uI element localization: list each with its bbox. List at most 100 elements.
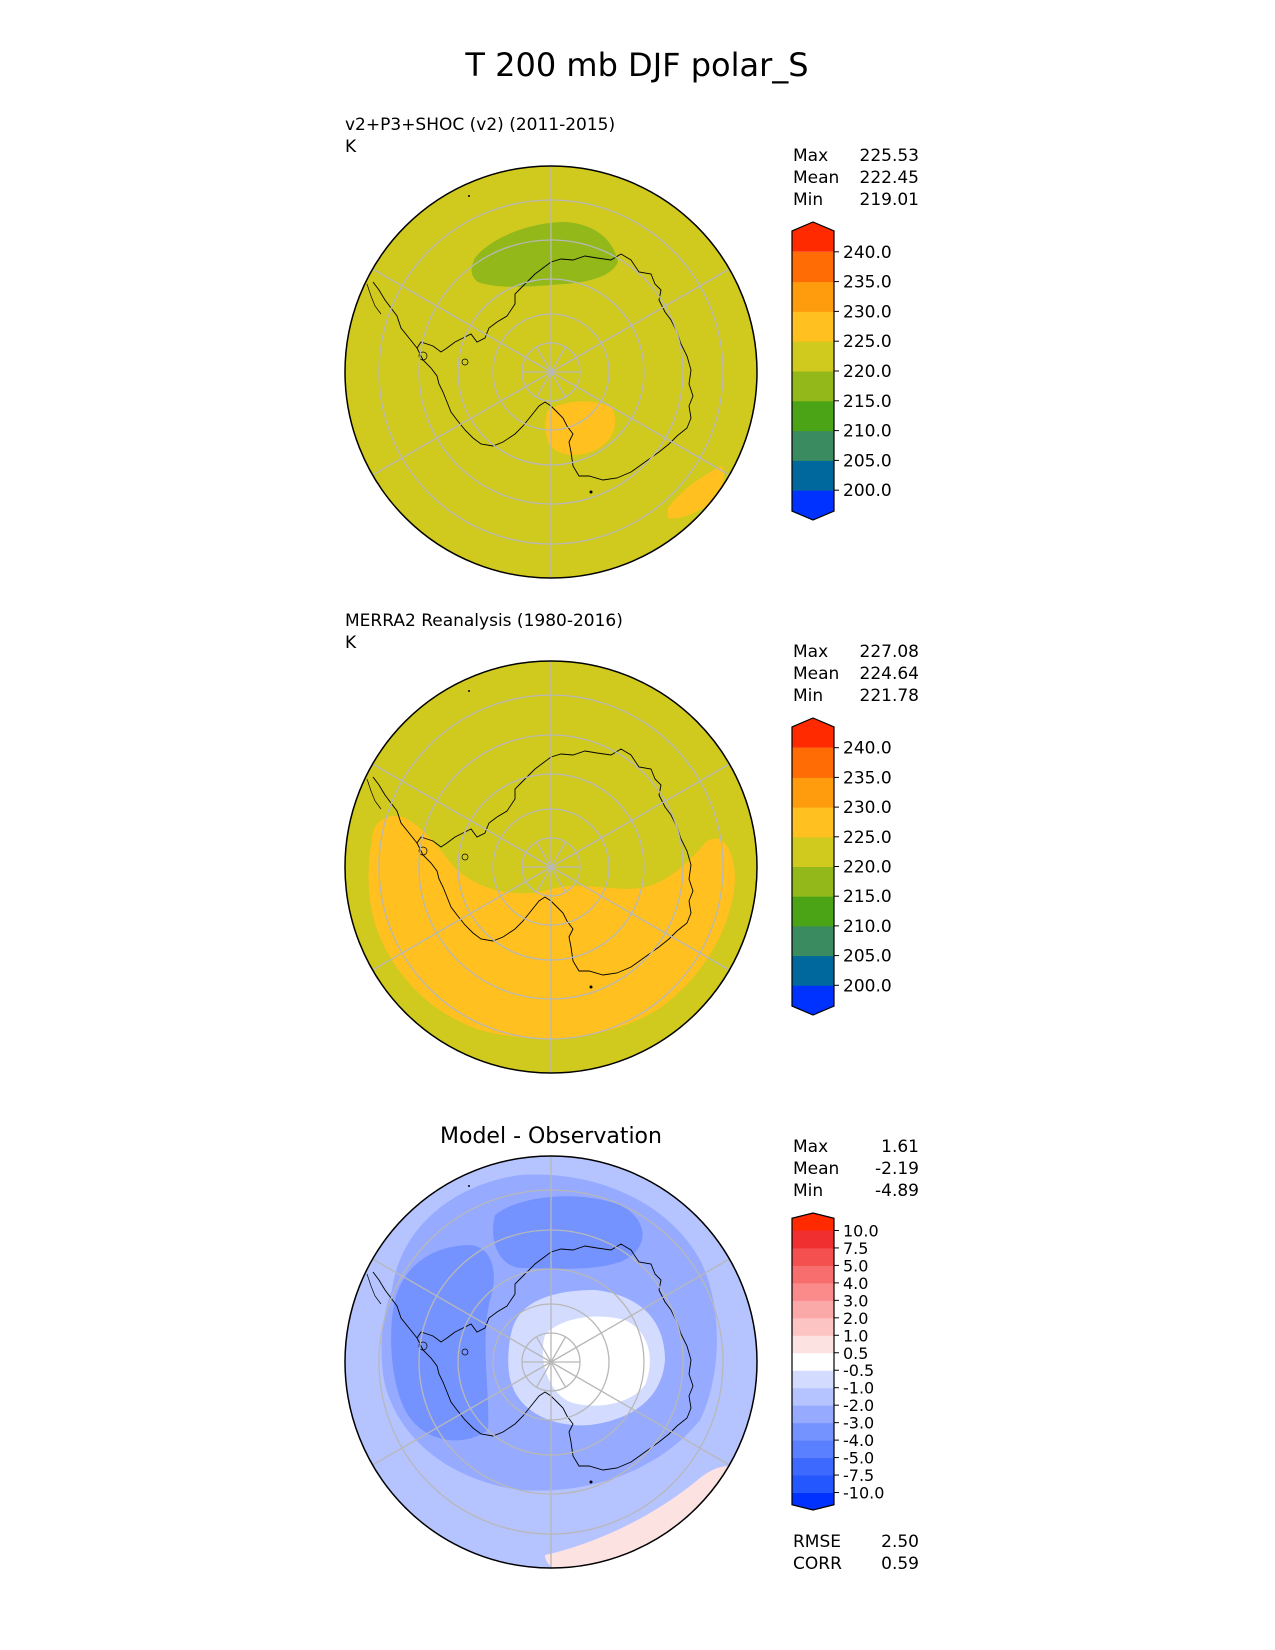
colorbar-swatch [792,1300,834,1319]
panel-model-colorbar: 240.0 235.0 230.0 225.0 220.0 215.0 210.0 205.0… [791,221,892,521]
colorbar-swatch [792,1352,834,1371]
colorbar-swatch [792,400,834,432]
meridian-line [368,1375,527,1468]
model-region-cold-weddell [471,222,618,287]
colorbar-swatch [792,896,834,927]
diff-region-near-zero [542,1316,650,1406]
meridian-line [575,1375,734,1468]
meridian-line [550,356,577,373]
stat-min-value: -4.89 [875,1181,919,1201]
colorbar-tick-label: 200.0 [843,481,892,501]
meridian-line [525,356,552,373]
stat-min-value: 221.78 [860,686,919,706]
colorbar-swatch [792,955,834,986]
colorbar-tick-label: 225.0 [843,332,892,352]
stat-max-value: 225.53 [860,146,919,166]
colorbar-swatch [792,371,834,402]
colorbar-swatch [792,747,834,778]
meridian-line [550,1346,577,1363]
panel-model-title: v2+P3+SHOC (v2) (2011-2015) [345,115,615,135]
meridian-line [550,866,567,893]
panel-obs: MERRA2 Reanalysis (1980-2016) K Max Mean… [344,611,919,1074]
meridian-line [550,851,577,868]
diff-region-m3-north [492,1196,643,1269]
colorbar-tick-label: 235.0 [843,273,892,293]
colorbar-swatch [792,1213,834,1231]
meridian-line [535,841,552,868]
meridian-line [525,371,552,388]
colorbar-swatch [792,1335,834,1354]
colorbar-tick-label: 215.0 [843,887,892,907]
colorbar-swatch [792,925,834,957]
colorbar-swatch [792,985,834,1015]
colorbar-outline [791,221,835,521]
colorbar-swatch [792,341,834,372]
meridian-line [368,1256,527,1349]
diff-region-m3-weddell [391,1245,494,1441]
colorbar-swatch [792,281,834,312]
stat-mean-value: -2.19 [875,1159,919,1179]
meridian-line [550,841,567,868]
panel-diff-title: Model - Observation [440,1124,662,1149]
colorbar-swatch [792,1317,834,1336]
colorbar-outline [791,1212,835,1511]
colorbar-swatch [792,1440,834,1459]
panel-diff-colorbar: 10.07.55.04.03.02.01.00.5-0.5-1.0-2.0-3.… [791,1212,884,1511]
colorbar-swatch [792,807,834,838]
colorbar-swatch [792,1422,834,1441]
panel-model-map-frame [344,165,758,579]
colorbar-tick-label: 4.0 [843,1274,868,1293]
colorbar-tick-label: 235.0 [843,768,892,788]
meridian-line [550,346,567,373]
colorbar-swatch [792,1265,834,1284]
meridian-line [535,1336,552,1363]
obs-region-warm-band [368,816,735,1039]
colorbar-swatch [792,1457,834,1476]
meridian-line [550,1336,567,1363]
colorbar-swatch [792,460,834,491]
colorbar-tick-label: 220.0 [843,858,892,878]
panel-obs-title: MERRA2 Reanalysis (1980-2016) [345,611,623,631]
panel-obs-colorbar: 240.0 235.0 230.0 225.0 220.0 215.0 210.0 205.0… [791,717,892,1016]
colorbar-tick-label: 200.0 [843,976,892,996]
stat-max-value: 227.08 [860,642,919,662]
colorbar-tick-label: 225.0 [843,828,892,848]
rmse-value: 2.50 [881,1532,919,1552]
meridian-line [550,1361,567,1388]
colorbar-tick-label: 220.0 [843,362,892,382]
meridian-line [525,866,552,883]
meridian-line [368,266,527,359]
colorbar-tick-label: 10.0 [843,1221,879,1240]
stat-min-label: Min [793,1181,823,1201]
corr-label: CORR [793,1554,842,1574]
panel-obs-units: K [345,633,357,653]
colorbar-swatch [792,1282,834,1301]
stat-mean-label: Mean [793,664,839,684]
meridian-line [575,1256,734,1349]
meridian-line [550,371,577,388]
meridian-line [525,851,552,868]
colorbar-swatch [792,311,834,342]
meridian-line [575,761,734,854]
colorbar-tick-label: 5.0 [843,1256,868,1275]
stat-min-label: Min [793,190,823,210]
colorbar-tick-label: -2.0 [843,1396,874,1415]
meridian-line [535,1361,552,1388]
colorbar-tick-label: 1.0 [843,1326,868,1345]
meridian-line [535,346,552,373]
colorbar-swatch [792,430,834,461]
meridian-line [550,866,577,883]
colorbar-tick-label: 210.0 [843,422,892,442]
colorbar-tick-label: 230.0 [843,798,892,818]
meridian-line [575,880,734,973]
diff-region-positive-edge [545,1466,740,1568]
colorbar-swatch [792,490,834,520]
meridian-line [368,761,527,854]
rmse-label: RMSE [793,1532,841,1552]
stat-mean-value: 222.45 [860,168,919,188]
colorbar-tick-label: -5.0 [843,1449,874,1468]
colorbar-tick-label: -7.5 [843,1466,874,1485]
colorbar-swatch [792,1370,834,1389]
panel-obs-map [345,661,757,1073]
